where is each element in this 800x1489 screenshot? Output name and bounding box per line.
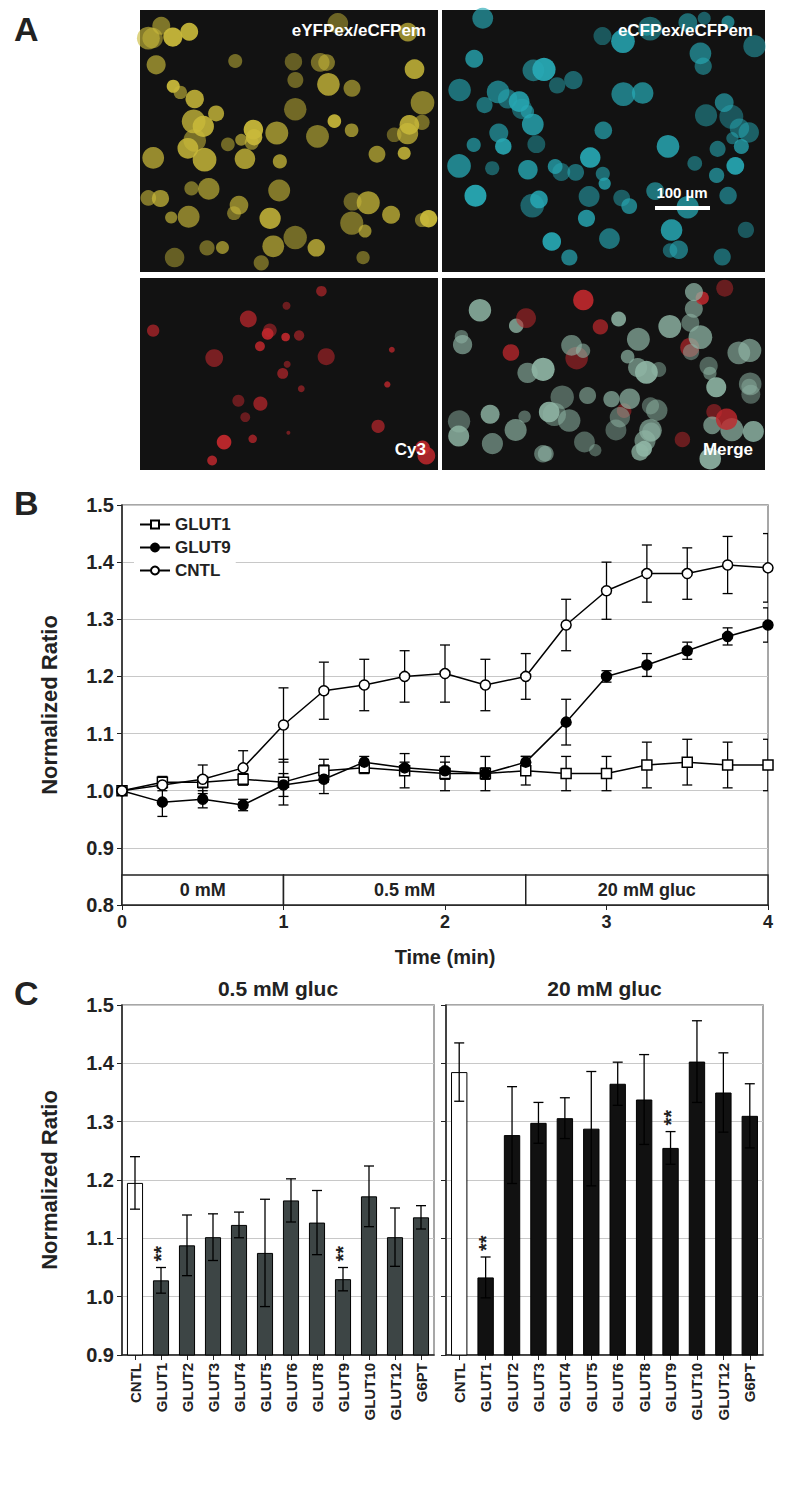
svg-text:CNTL: CNTL	[127, 1363, 144, 1403]
svg-text:**: **	[150, 1246, 172, 1262]
svg-text:GLUT8: GLUT8	[309, 1363, 326, 1412]
svg-text:1.3: 1.3	[86, 608, 114, 630]
svg-text:GLUT5: GLUT5	[257, 1363, 274, 1412]
svg-text:1.4: 1.4	[86, 551, 115, 573]
svg-text:1.4: 1.4	[86, 1052, 115, 1074]
svg-text:100 µm: 100 µm	[656, 184, 707, 201]
svg-text:1.0: 1.0	[86, 1286, 114, 1308]
svg-text:0.5 mM: 0.5 mM	[374, 880, 435, 900]
svg-text:1.1: 1.1	[86, 1227, 114, 1249]
svg-text:GLUT10: GLUT10	[361, 1363, 378, 1421]
svg-text:G6PT: G6PT	[413, 1363, 430, 1402]
svg-text:CNTL: CNTL	[451, 1363, 468, 1403]
svg-text:0.9: 0.9	[86, 1344, 114, 1366]
svg-text:C: C	[14, 974, 39, 1012]
svg-text:GLUT2: GLUT2	[179, 1363, 196, 1412]
svg-text:GLUT5: GLUT5	[583, 1363, 600, 1412]
svg-text:0: 0	[117, 912, 127, 932]
svg-text:Time (min): Time (min)	[395, 946, 496, 968]
svg-text:**: **	[660, 1110, 682, 1126]
svg-text:GLUT4: GLUT4	[231, 1362, 248, 1412]
svg-text:GLUT1: GLUT1	[153, 1363, 170, 1412]
svg-text:B: B	[14, 484, 39, 522]
svg-text:20 mM gluc: 20 mM gluc	[598, 880, 696, 900]
svg-text:CNTL: CNTL	[175, 561, 220, 580]
svg-text:Cy3: Cy3	[395, 440, 426, 459]
svg-text:1.5: 1.5	[86, 494, 114, 516]
svg-text:GLUT1: GLUT1	[175, 515, 231, 534]
svg-text:GLUT6: GLUT6	[609, 1363, 626, 1412]
svg-text:0 mM: 0 mM	[180, 880, 226, 900]
svg-text:GLUT4: GLUT4	[556, 1362, 573, 1412]
svg-text:1.3: 1.3	[86, 1111, 114, 1133]
svg-text:GLUT10: GLUT10	[688, 1363, 705, 1421]
svg-text:0.5 mM gluc: 0.5 mM gluc	[218, 977, 339, 1000]
svg-text:eYFPex/eCFPem: eYFPex/eCFPem	[292, 21, 426, 40]
svg-text:Normalized Ratio: Normalized Ratio	[37, 615, 62, 795]
svg-text:**: **	[475, 1235, 497, 1251]
svg-text:1.0: 1.0	[86, 780, 114, 802]
svg-text:GLUT1: GLUT1	[477, 1363, 494, 1412]
svg-text:2: 2	[440, 912, 450, 932]
svg-text:eCFPex/eCFPem: eCFPex/eCFPem	[618, 21, 753, 40]
svg-text:GLUT6: GLUT6	[283, 1363, 300, 1412]
svg-text:1.2: 1.2	[86, 665, 114, 687]
svg-text:1.1: 1.1	[86, 723, 114, 745]
svg-text:Normalized Ratio: Normalized Ratio	[37, 1090, 62, 1270]
svg-text:3: 3	[601, 912, 611, 932]
svg-text:GLUT8: GLUT8	[636, 1363, 653, 1412]
svg-text:0.9: 0.9	[86, 837, 114, 859]
svg-text:A: A	[14, 10, 39, 48]
svg-text:GLUT12: GLUT12	[715, 1363, 732, 1421]
svg-text:4: 4	[763, 912, 773, 932]
svg-text:1: 1	[278, 912, 288, 932]
svg-text:1.5: 1.5	[86, 994, 114, 1016]
svg-text:1.2: 1.2	[86, 1169, 114, 1191]
svg-text:**: **	[332, 1246, 354, 1262]
svg-text:0.8: 0.8	[86, 894, 114, 916]
svg-text:GLUT3: GLUT3	[205, 1363, 222, 1412]
svg-text:GLUT3: GLUT3	[530, 1363, 547, 1412]
svg-text:GLUT2: GLUT2	[504, 1363, 521, 1412]
svg-text:GLUT9: GLUT9	[662, 1363, 679, 1412]
svg-text:GLUT12: GLUT12	[387, 1363, 404, 1421]
svg-text:Merge: Merge	[703, 440, 753, 459]
svg-text:G6PT: G6PT	[741, 1363, 758, 1402]
svg-text:GLUT9: GLUT9	[175, 538, 231, 557]
svg-text:20 mM gluc: 20 mM gluc	[547, 977, 662, 1000]
svg-text:GLUT9: GLUT9	[335, 1363, 352, 1412]
